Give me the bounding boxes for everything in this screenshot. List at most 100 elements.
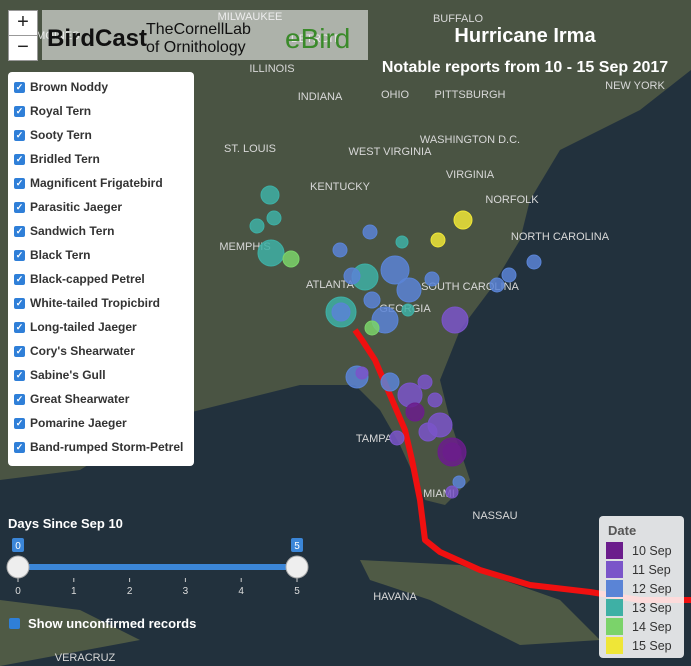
legend-entry: 14 Sep [606,618,672,635]
species-row[interactable]: ✓ Band-rumped Storm-Petrel [14,440,183,454]
zoom-out[interactable]: − [8,35,38,61]
observation[interactable] [424,271,440,287]
legend-label: 10 Sep [632,543,672,558]
slider-handle[interactable] [6,555,30,579]
observation[interactable] [355,366,369,380]
species-row[interactable]: ✓ Royal Tern [14,104,91,118]
logo-bar [42,10,368,60]
place-label: WASHINGTON D.C. [420,134,520,146]
species-name: Black Tern [30,248,91,262]
observation[interactable] [427,392,443,408]
checkbox[interactable]: ✓ [14,249,25,261]
checkbox[interactable]: ✓ [14,153,25,165]
checkbox[interactable]: ✓ [14,105,25,117]
observation[interactable] [430,232,446,248]
slider-handle[interactable] [285,555,309,579]
species-name: Brown Noddy [30,80,108,94]
slider-value: 0 [15,541,21,552]
subtitle: Notable reports from 10 - 15 Sep 2017 [382,59,668,76]
slider-tick-label: 5 [294,586,300,597]
species-row[interactable]: ✓ Parasitic Jaeger [14,200,122,214]
place-label: WEST VIRGINIA [349,146,433,158]
observation[interactable] [526,254,542,270]
observation[interactable] [260,185,280,205]
species-name: Sabine's Gull [30,368,106,382]
place-label: PITTSBURGH [435,89,506,101]
observation[interactable] [266,210,282,226]
observation[interactable] [452,475,466,489]
zoom-in[interactable]: + [8,10,38,36]
place-label: BUFFALO [433,13,484,25]
checkbox[interactable] [9,618,20,629]
place-label: ILLINOIS [249,63,294,75]
species-row[interactable]: ✓ Black-capped Petrel [14,272,145,286]
observation[interactable] [343,267,361,285]
legend-swatch [606,542,623,559]
logo: TheCornellLab [146,21,251,38]
species-panel: ✓ Brown Noddy ✓ Royal Tern ✓ Sooty Tern ✓ Bridl… [8,72,194,466]
slider-tick-label: 3 [183,586,189,597]
slider-value-box [12,538,24,552]
observation[interactable] [441,306,469,334]
observation[interactable] [442,442,462,462]
species-row[interactable]: ✓ Sooty Tern [14,128,92,142]
place-label: VERACRUZ [55,652,116,664]
observation[interactable] [396,277,422,303]
checkbox[interactable]: ✓ [14,369,25,381]
species-row[interactable]: ✓ Bridled Tern [14,152,100,166]
checkbox[interactable]: ✓ [14,393,25,405]
species-row[interactable]: ✓ Great Shearwater [14,392,129,406]
legend-entry: 11 Sep [606,561,671,578]
observation[interactable] [364,320,380,336]
species-row[interactable]: ✓ White-tailed Tropicbird [14,296,160,310]
checkbox[interactable]: ✓ [14,297,25,309]
legend-title: Date [608,523,637,538]
place-label: NORFOLK [485,194,539,206]
observation[interactable] [363,291,381,309]
species-row[interactable]: ✓ Cory's Shearwater [14,344,135,358]
species-name: Sandwich Tern [30,224,115,238]
checkbox[interactable]: ✓ [14,201,25,213]
observation[interactable] [380,255,410,285]
species-row[interactable]: ✓ Brown Noddy [14,80,108,94]
observation[interactable] [282,250,300,268]
observation[interactable] [389,430,405,446]
logo: eBird [285,23,350,54]
observation[interactable] [418,422,438,442]
species-row[interactable]: ✓ Sabine's Gull [14,368,106,382]
checkbox[interactable]: ✓ [14,273,25,285]
species-row[interactable]: ✓ Black Tern [14,248,90,262]
observation[interactable] [395,235,409,249]
checkbox[interactable]: ✓ [14,129,25,141]
observation[interactable] [380,372,400,392]
checkbox[interactable]: ✓ [14,177,25,189]
slider-value-box [291,538,303,552]
slider-tick-label: 2 [127,586,133,597]
observation[interactable] [489,277,505,293]
observation[interactable] [417,374,433,390]
checkbox[interactable]: ✓ [14,321,25,333]
species-row[interactable]: ✓ Sandwich Tern [14,224,114,238]
legend-label: 13 Sep [632,600,672,615]
land [0,560,600,666]
observation[interactable] [501,267,517,283]
checkbox[interactable]: ✓ [14,345,25,357]
checkbox[interactable]: ✓ [14,441,25,453]
observation[interactable] [405,402,425,422]
checkbox[interactable]: ✓ [14,417,25,429]
observation[interactable] [331,302,351,322]
checkbox[interactable]: ✓ [14,81,25,93]
observation[interactable] [445,485,459,499]
observation[interactable] [362,224,378,240]
observation[interactable] [257,239,285,267]
observation[interactable] [453,210,473,230]
unconfirmed-label[interactable]: Show unconfirmed records [28,616,196,631]
species-row[interactable]: ✓ Long-tailed Jaeger [14,320,137,334]
observation[interactable] [401,303,415,317]
place-label: OHIO [381,89,410,101]
species-row[interactable]: ✓ Magnificent Frigatebird [14,176,163,190]
observation[interactable] [332,242,348,258]
species-row[interactable]: ✓ Pomarine Jaeger [14,416,127,430]
observation[interactable] [249,218,265,234]
checkbox[interactable]: ✓ [14,225,25,237]
